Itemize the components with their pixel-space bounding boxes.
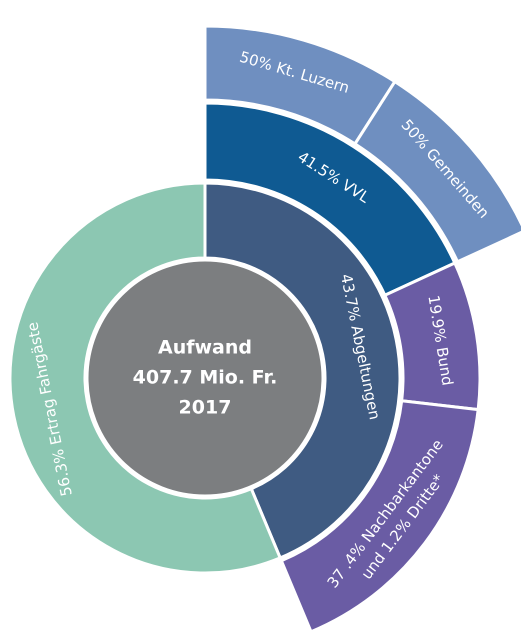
center-label: 2017 — [179, 397, 232, 419]
center-label: Aufwand — [158, 337, 252, 359]
center-circle — [85, 258, 325, 498]
center-label: 407.7 Mio. Fr. — [133, 367, 278, 389]
inner-segment — [8, 181, 283, 575]
inner-segment — [203, 181, 402, 560]
outer-segment — [352, 79, 521, 264]
